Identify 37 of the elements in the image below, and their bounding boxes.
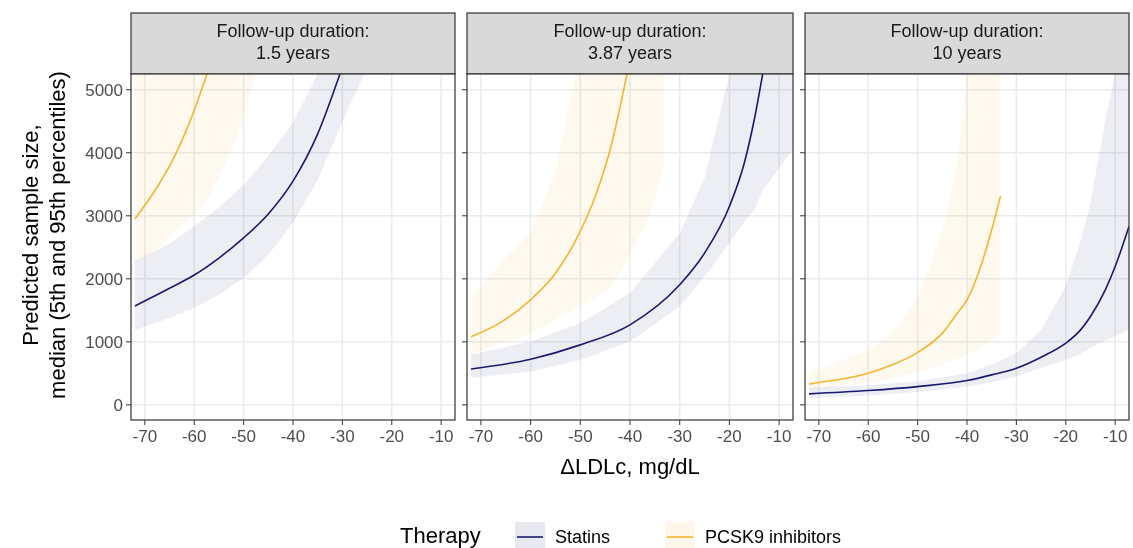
x-tick-label: -50 bbox=[231, 427, 256, 446]
x-tick-label: -60 bbox=[181, 427, 207, 446]
x-tick-label: -20 bbox=[1053, 427, 1079, 446]
x-tick-label: -10 bbox=[766, 427, 792, 446]
y-tick-label: 3000 bbox=[85, 206, 123, 226]
x-tick-label: -70 bbox=[806, 427, 832, 446]
legend-label: PCSK9 inhibitors bbox=[705, 527, 842, 547]
y-tick-label: 4000 bbox=[85, 143, 123, 163]
x-tick-label: -50 bbox=[905, 427, 930, 446]
x-tick-label: -50 bbox=[568, 427, 593, 446]
chart-title: Follow-up duration: 1.5 years bbox=[216, 21, 370, 63]
chart-title: Follow-up duration: 10 years bbox=[890, 21, 1044, 63]
x-tick-label: -30 bbox=[1004, 427, 1029, 446]
y-tick-label: 2000 bbox=[85, 269, 123, 289]
y-tick-label: 5000 bbox=[85, 80, 123, 100]
x-tick-label: -20 bbox=[379, 427, 405, 446]
x-tick-label: -10 bbox=[428, 427, 454, 446]
y-axis-title: Predicted sample size, median (5th and 95th percentiles) bbox=[18, 71, 70, 399]
chart-title: Follow-up duration: 3.87 years bbox=[553, 21, 707, 63]
x-tick-label: -10 bbox=[1102, 427, 1128, 446]
x-tick-label: -60 bbox=[518, 427, 543, 446]
x-tick-label: -30 bbox=[330, 427, 355, 446]
x-tick-label: -70 bbox=[468, 427, 494, 446]
x-tick-label: -40 bbox=[954, 427, 980, 446]
x-tick-label: -20 bbox=[717, 427, 742, 446]
y-tick-label: 0 bbox=[113, 395, 123, 415]
line-series bbox=[134, 74, 208, 220]
x-tick-label: -30 bbox=[667, 427, 692, 446]
x-axis-title: ΔLDLc, mg/dL bbox=[560, 454, 700, 479]
line-series bbox=[134, 74, 341, 307]
legend-title: Therapy bbox=[400, 523, 481, 548]
y-tick-label: 1000 bbox=[85, 332, 123, 352]
x-tick-label: -60 bbox=[855, 427, 881, 446]
x-tick-label: -70 bbox=[132, 427, 158, 446]
x-tick-label: -40 bbox=[280, 427, 306, 446]
x-tick-label: -40 bbox=[617, 427, 643, 446]
legend-label: Statins bbox=[555, 527, 611, 547]
